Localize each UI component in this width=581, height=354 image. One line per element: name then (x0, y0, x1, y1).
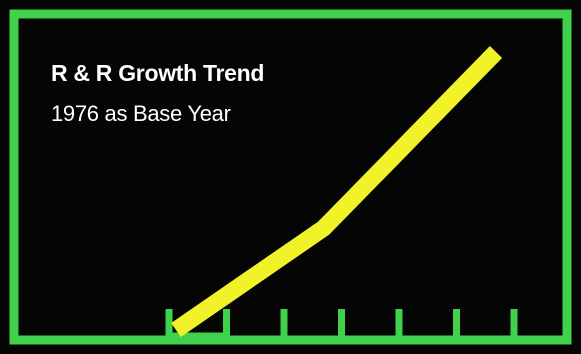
x-axis-ticks (165, 309, 518, 340)
chart-title: R & R Growth Trend (51, 60, 265, 86)
chart-subtitle: 1976 as Base Year (51, 101, 231, 126)
series-line-growth-trend (171, 46, 503, 337)
chart-border (9, 9, 572, 345)
